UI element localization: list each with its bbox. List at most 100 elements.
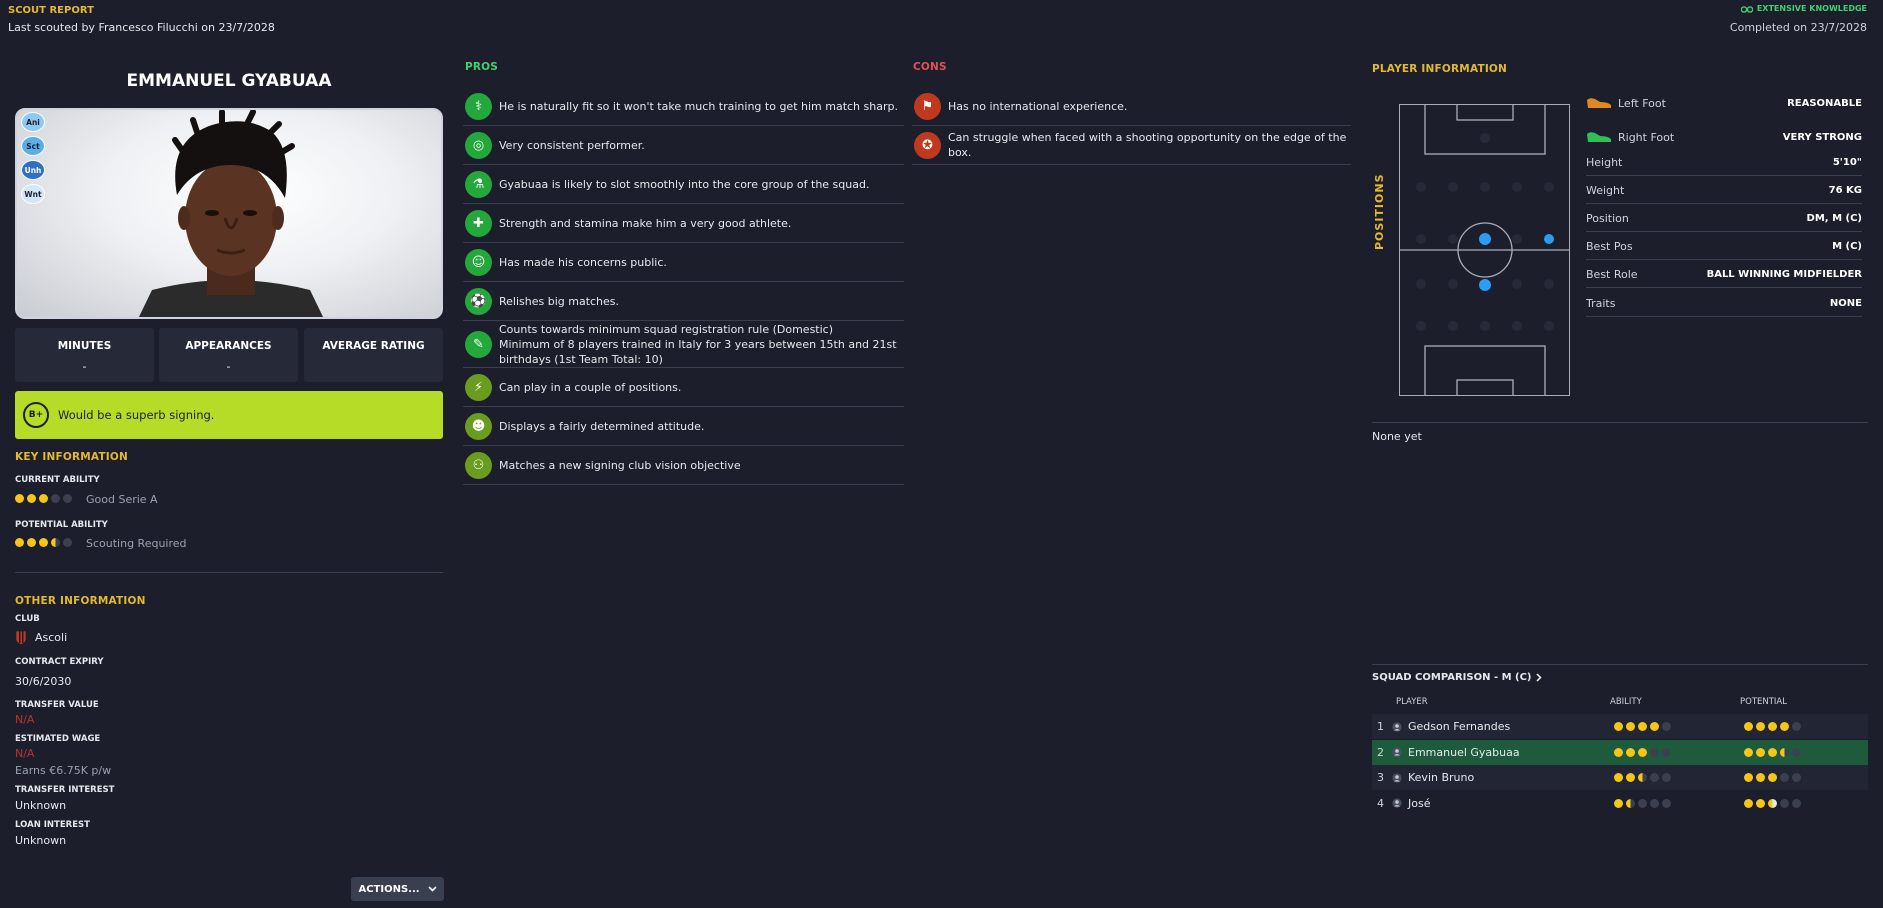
person-icon xyxy=(1392,721,1402,732)
squad-comparison-link[interactable]: SQUAD COMPARISON - M (C) xyxy=(1372,672,1542,683)
personality-badge[interactable]: Wnt xyxy=(21,184,45,204)
rank: 1 xyxy=(1377,720,1384,733)
table-row[interactable]: 3 Kevin Bruno xyxy=(1372,765,1868,790)
col-ability[interactable]: ABILITY xyxy=(1610,697,1642,707)
ball-icon: ⚽ xyxy=(465,287,492,315)
star-icon xyxy=(1768,722,1777,731)
attribute-label: Best Pos xyxy=(1586,240,1633,253)
divider xyxy=(15,572,443,573)
person-icon xyxy=(1392,747,1402,757)
list-item: ⚗ Gyabuaa is likely to slot smoothly into… xyxy=(463,165,904,204)
star-icon xyxy=(1768,798,1777,808)
attribute-value: VERY STRONG xyxy=(1782,131,1862,143)
left-boot-icon xyxy=(1587,98,1611,108)
star-icon xyxy=(15,494,24,503)
col-player[interactable]: PLAYER xyxy=(1396,697,1428,707)
head-icon: ☻ xyxy=(465,412,492,440)
table-row[interactable]: 2 Emmanuel Gyabuaa xyxy=(1372,739,1868,765)
personality-badge[interactable]: Ani xyxy=(21,112,45,132)
attribute-value: REASONABLE xyxy=(1787,97,1862,109)
recommendation-banner[interactable]: B+ Would be a superb signing. xyxy=(15,391,443,439)
star-icon xyxy=(1626,722,1635,731)
potential-ability-stars[interactable] xyxy=(15,538,72,547)
attribute-row: Right Foot VERY STRONG xyxy=(1586,124,1862,150)
club-link[interactable]: Ascoli xyxy=(15,630,67,645)
star-icon xyxy=(1638,773,1647,782)
player-photo: Ani Sct Unh Wnt xyxy=(15,108,443,319)
item-text: Matches a new signing club vision object… xyxy=(499,458,741,472)
person-icon xyxy=(1392,772,1402,783)
potential-stars xyxy=(1744,773,1801,782)
target-icon: ◎ xyxy=(465,131,492,159)
positions-pitch[interactable] xyxy=(1398,103,1570,396)
personality-badge[interactable]: Unh xyxy=(21,160,45,180)
attribute-row: Weight 76 KG xyxy=(1586,178,1862,204)
ability-stars xyxy=(1614,722,1744,731)
current-ability-stars[interactable] xyxy=(15,494,72,503)
player-name-link[interactable]: Emmanuel Gyabuaa xyxy=(1408,745,1520,759)
star-icon xyxy=(1662,747,1671,757)
group-icon: ⚇ xyxy=(465,451,492,479)
transfer-value-label: TRANSFER VALUE xyxy=(15,700,99,710)
transfer-interest: Unknown xyxy=(15,799,67,812)
item-detail: Minimum of 8 players trained in Italy fo… xyxy=(499,337,897,366)
attribute-value: DM, M (C) xyxy=(1806,213,1862,224)
medal-icon: ✪ xyxy=(914,131,941,159)
player-name-link[interactable]: José xyxy=(1408,796,1431,810)
position-dot-dm xyxy=(1478,278,1491,291)
attribute-label: Right Foot xyxy=(1618,130,1675,144)
list-item: ✪ Can struggle when faced with a shooting… xyxy=(912,126,1351,165)
col-potential[interactable]: POTENTIAL xyxy=(1740,697,1787,707)
potential-stars xyxy=(1744,722,1801,731)
player-name-link[interactable]: Gedson Fernandes xyxy=(1408,720,1511,733)
star-icon xyxy=(1662,798,1671,808)
actions-button[interactable]: ACTIONS... xyxy=(351,877,444,901)
document-icon: ✎ xyxy=(465,330,492,358)
item-text: Can play in a couple of positions. xyxy=(499,380,682,394)
attribute-label: Traits xyxy=(1586,297,1616,310)
table-row[interactable]: 1 Gedson Fernandes xyxy=(1372,714,1868,739)
list-item: ⚡ Can play in a couple of positions. xyxy=(463,368,904,407)
item-text: Has made his concerns public. xyxy=(499,255,667,269)
stat-title: MINUTES xyxy=(57,340,112,352)
star-icon xyxy=(1768,773,1777,782)
item-text: Strength and stamina make him a very goo… xyxy=(499,216,792,230)
star-icon xyxy=(27,538,36,547)
list-item: ☻ Displays a fairly determined attitude. xyxy=(463,407,904,446)
stat-title: AVERAGE RATING xyxy=(322,340,425,352)
player-info-title: PLAYER INFORMATION xyxy=(1372,63,1508,75)
star-icon xyxy=(1780,722,1789,731)
attribute-row: Traits NONE xyxy=(1586,291,1862,317)
attribute-row: Best Role BALL WINNING MIDFIELDER xyxy=(1586,262,1862,288)
player-name[interactable]: EMMANUEL GYABUAA xyxy=(126,71,332,91)
player-name-link[interactable]: Kevin Bruno xyxy=(1408,771,1475,784)
star-icon xyxy=(1744,798,1753,808)
attribute-value: 76 KG xyxy=(1828,185,1862,196)
list-item: ⚕ He is naturally fit so it won't take mu… xyxy=(463,87,904,126)
star-icon xyxy=(1756,722,1765,731)
star-icon xyxy=(1614,722,1623,731)
star-icon xyxy=(1662,722,1671,731)
other-info-title: OTHER INFORMATION xyxy=(15,595,146,607)
attribute-row: Best Pos M (C) xyxy=(1586,234,1862,260)
star-icon xyxy=(1638,722,1647,731)
rank: 2 xyxy=(1377,745,1384,759)
star-icon xyxy=(1650,722,1659,731)
list-item: ✚ Strength and stamina make him a very go… xyxy=(463,204,904,243)
star-icon xyxy=(39,538,48,547)
grade-badge: B+ xyxy=(23,402,49,428)
table-row[interactable]: 4 José xyxy=(1372,791,1868,816)
star-icon xyxy=(1626,747,1635,757)
actions-label: ACTIONS... xyxy=(358,883,420,895)
personality-badge[interactable]: Sct xyxy=(21,136,45,156)
attribute-value: NONE xyxy=(1829,298,1862,309)
star-icon xyxy=(1650,747,1659,757)
scouted-by-text: Last scouted by Francesco Filucchi on 23… xyxy=(8,21,275,34)
star-icon xyxy=(1626,773,1635,782)
divider xyxy=(1372,664,1868,665)
star-icon xyxy=(1638,747,1647,757)
right-boot-icon xyxy=(1587,132,1611,142)
star-icon xyxy=(1780,747,1789,757)
estimated-wage: N/A xyxy=(15,747,35,760)
attribute-value: M (C) xyxy=(1832,241,1862,252)
